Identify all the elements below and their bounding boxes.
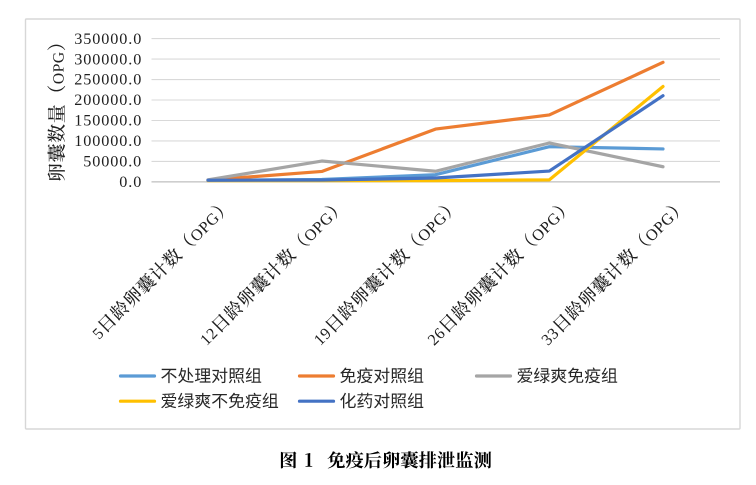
svg-text:200000.0: 200000.0 [74, 91, 142, 109]
svg-text:0.0: 0.0 [119, 173, 142, 191]
svg-text:300000.0: 300000.0 [74, 50, 142, 68]
svg-text:150000.0: 150000.0 [74, 112, 142, 130]
svg-text:350000.0: 350000.0 [74, 30, 142, 48]
svg-text:250000.0: 250000.0 [74, 71, 142, 89]
svg-text:100000.0: 100000.0 [74, 132, 142, 150]
svg-text:50000.0: 50000.0 [83, 153, 142, 171]
